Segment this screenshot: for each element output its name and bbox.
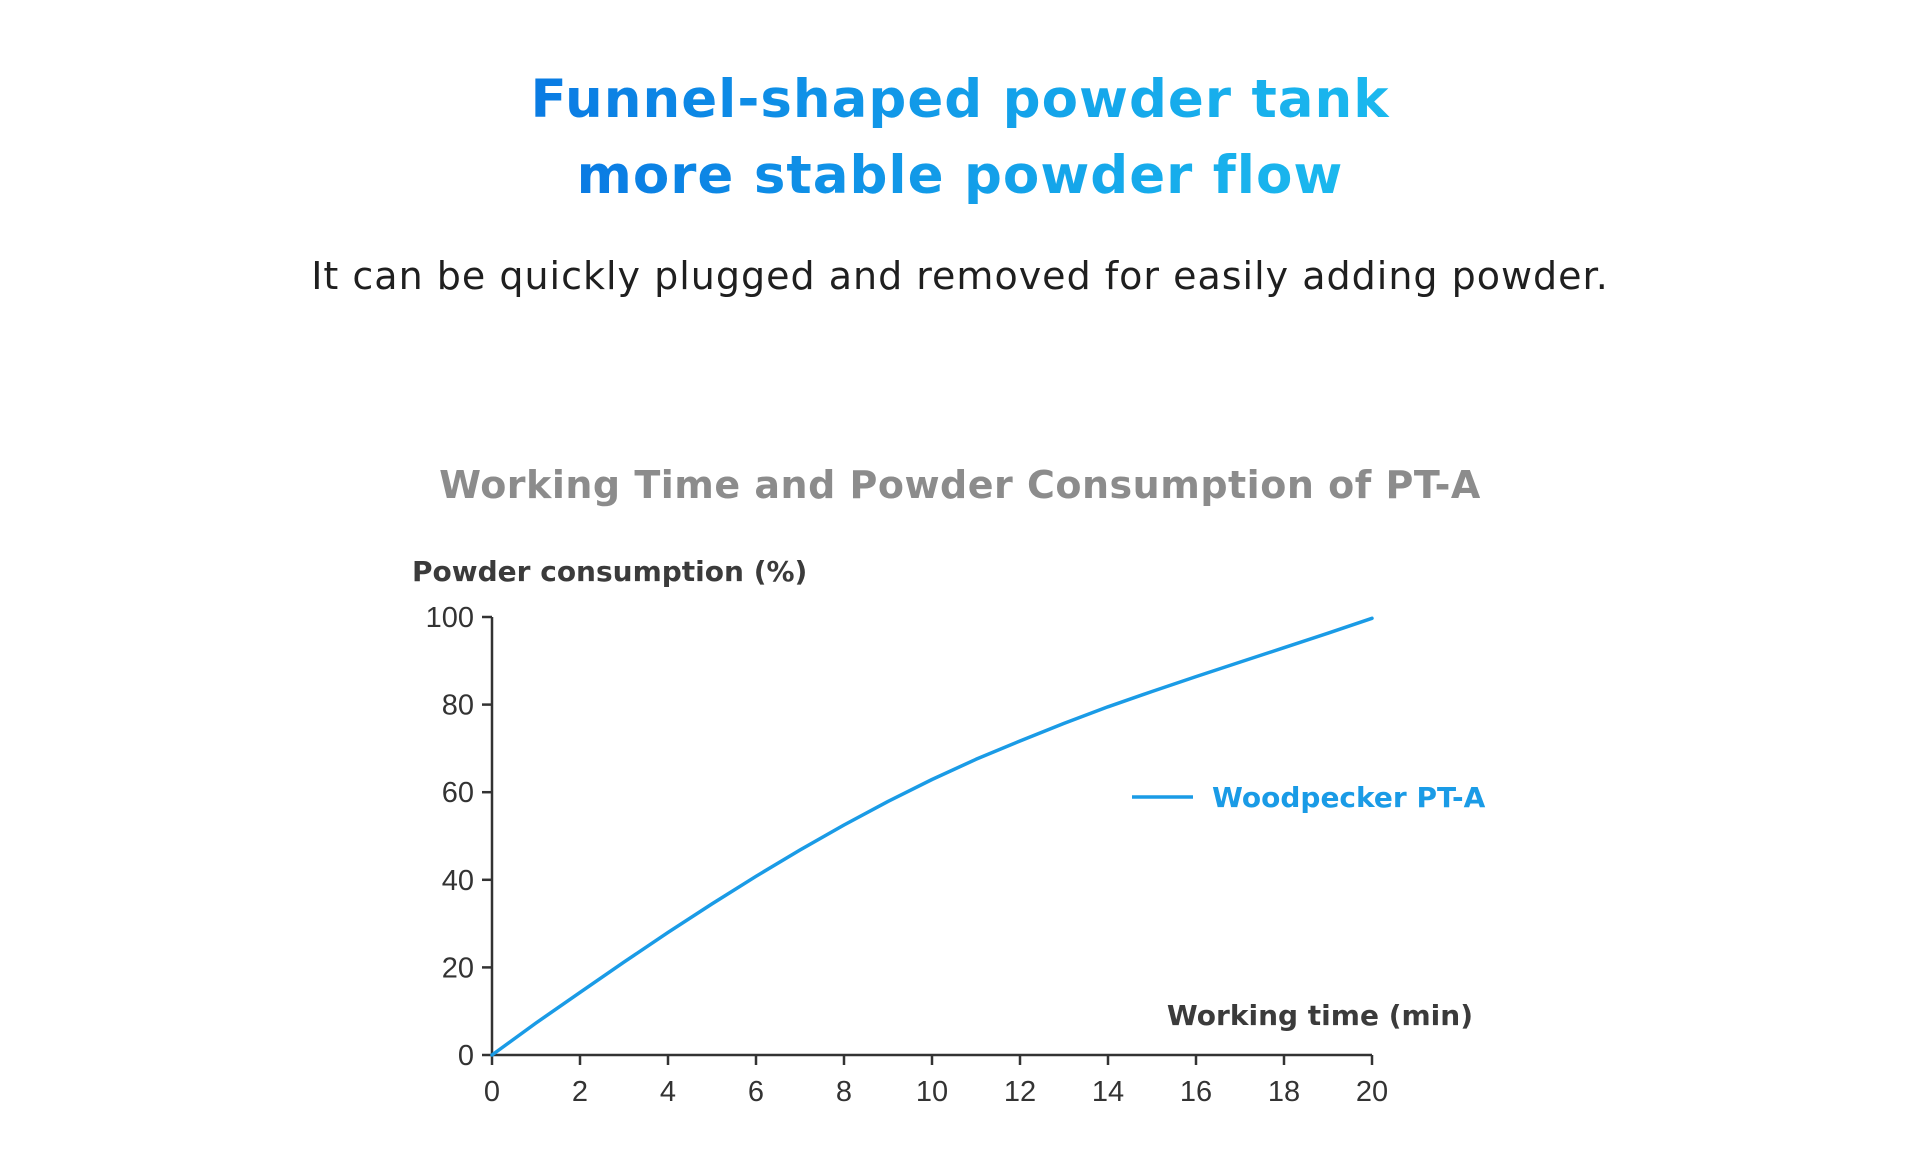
y-tick-label: 20 bbox=[442, 952, 474, 984]
chart-title: Working Time and Powder Consumption of P… bbox=[439, 463, 1481, 507]
x-tick-label: 8 bbox=[836, 1076, 852, 1108]
y-tick-label: 80 bbox=[442, 690, 474, 722]
y-axis-label: Powder consumption (%) bbox=[412, 555, 807, 588]
headline-line-2: more stable powder flow bbox=[576, 145, 1344, 206]
x-tick-label: 2 bbox=[572, 1076, 588, 1108]
legend: Woodpecker PT-A bbox=[1132, 781, 1486, 814]
legend-label: Woodpecker PT-A bbox=[1212, 781, 1486, 814]
axes: 0 20 40 60 80 100 0 2 4 6 8 10 12 14 16 18 20 bbox=[426, 602, 1389, 1108]
x-tick-label: 6 bbox=[748, 1076, 764, 1108]
y-tick-label: 0 bbox=[458, 1040, 474, 1072]
series-line-pt-a bbox=[490, 616, 1374, 1057]
x-tick-label: 14 bbox=[1092, 1076, 1124, 1108]
series-lines bbox=[490, 616, 1374, 1057]
y-tick-label: 60 bbox=[442, 777, 474, 809]
x-tick-label: 4 bbox=[660, 1076, 676, 1108]
x-tick-label: 0 bbox=[484, 1076, 500, 1108]
x-tick-label: 16 bbox=[1180, 1076, 1212, 1108]
headline-line-1: Funnel-shaped powder tank bbox=[530, 69, 1390, 130]
y-tick-label: 40 bbox=[442, 865, 474, 897]
x-axis-label: Working time (min) bbox=[1167, 999, 1473, 1032]
x-tick-label: 12 bbox=[1004, 1076, 1036, 1108]
subtitle: It can be quickly plugged and removed fo… bbox=[311, 254, 1609, 298]
x-tick-label: 10 bbox=[916, 1076, 948, 1108]
x-tick-label: 18 bbox=[1268, 1076, 1300, 1108]
x-tick-label: 20 bbox=[1356, 1076, 1388, 1108]
y-tick-label: 100 bbox=[426, 602, 474, 634]
